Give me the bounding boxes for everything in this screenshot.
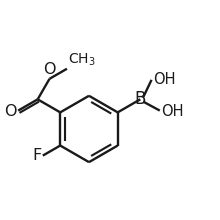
- Text: B: B: [135, 90, 146, 108]
- Text: OH: OH: [161, 104, 183, 119]
- Text: O: O: [4, 104, 16, 119]
- Text: CH$_3$: CH$_3$: [68, 51, 95, 68]
- Text: F: F: [32, 148, 41, 163]
- Text: O: O: [43, 62, 56, 77]
- Text: OH: OH: [153, 72, 175, 87]
